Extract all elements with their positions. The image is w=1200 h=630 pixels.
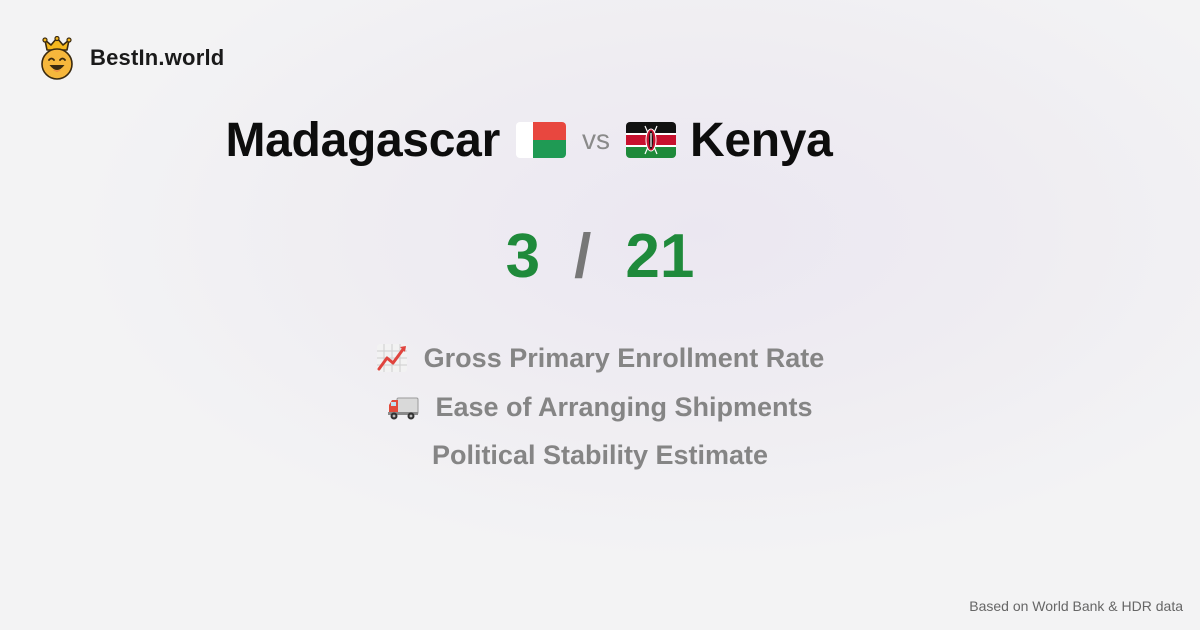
country-b-name: Kenya <box>689 113 833 167</box>
chart-increasing-icon <box>376 344 407 372</box>
metric-label: Gross Primary Enrollment Rate <box>423 342 825 373</box>
metric-label: Political Stability Estimate <box>431 439 769 470</box>
comparison-title: Madagascar vs Kenya <box>0 110 1058 170</box>
score-separator: / <box>574 221 592 291</box>
data-source-note: Based on World Bank & HDR data <box>969 598 1183 614</box>
kenya-flag-icon <box>625 122 676 158</box>
metric-item: Ease of Arranging Shipments <box>0 387 1200 427</box>
score-country-a: 3 <box>505 221 541 291</box>
brand-name: BestIn.world <box>90 45 225 70</box>
crown-smiley-icon <box>41 36 73 80</box>
score-country-b: 21 <box>625 221 695 291</box>
metric-label: Ease of Arranging Shipments <box>435 391 813 422</box>
score-display: 3 / 21 <box>0 218 1200 294</box>
brand-logo[interactable]: BestIn.world <box>38 36 224 80</box>
country-a-name: Madagascar <box>225 113 500 167</box>
metric-item: Political Stability Estimate <box>0 435 1200 475</box>
metric-item: Gross Primary Enrollment Rate <box>0 338 1200 378</box>
delivery-truck-icon <box>388 397 419 420</box>
vs-label: vs <box>581 124 610 155</box>
madagascar-flag-icon <box>515 122 566 158</box>
